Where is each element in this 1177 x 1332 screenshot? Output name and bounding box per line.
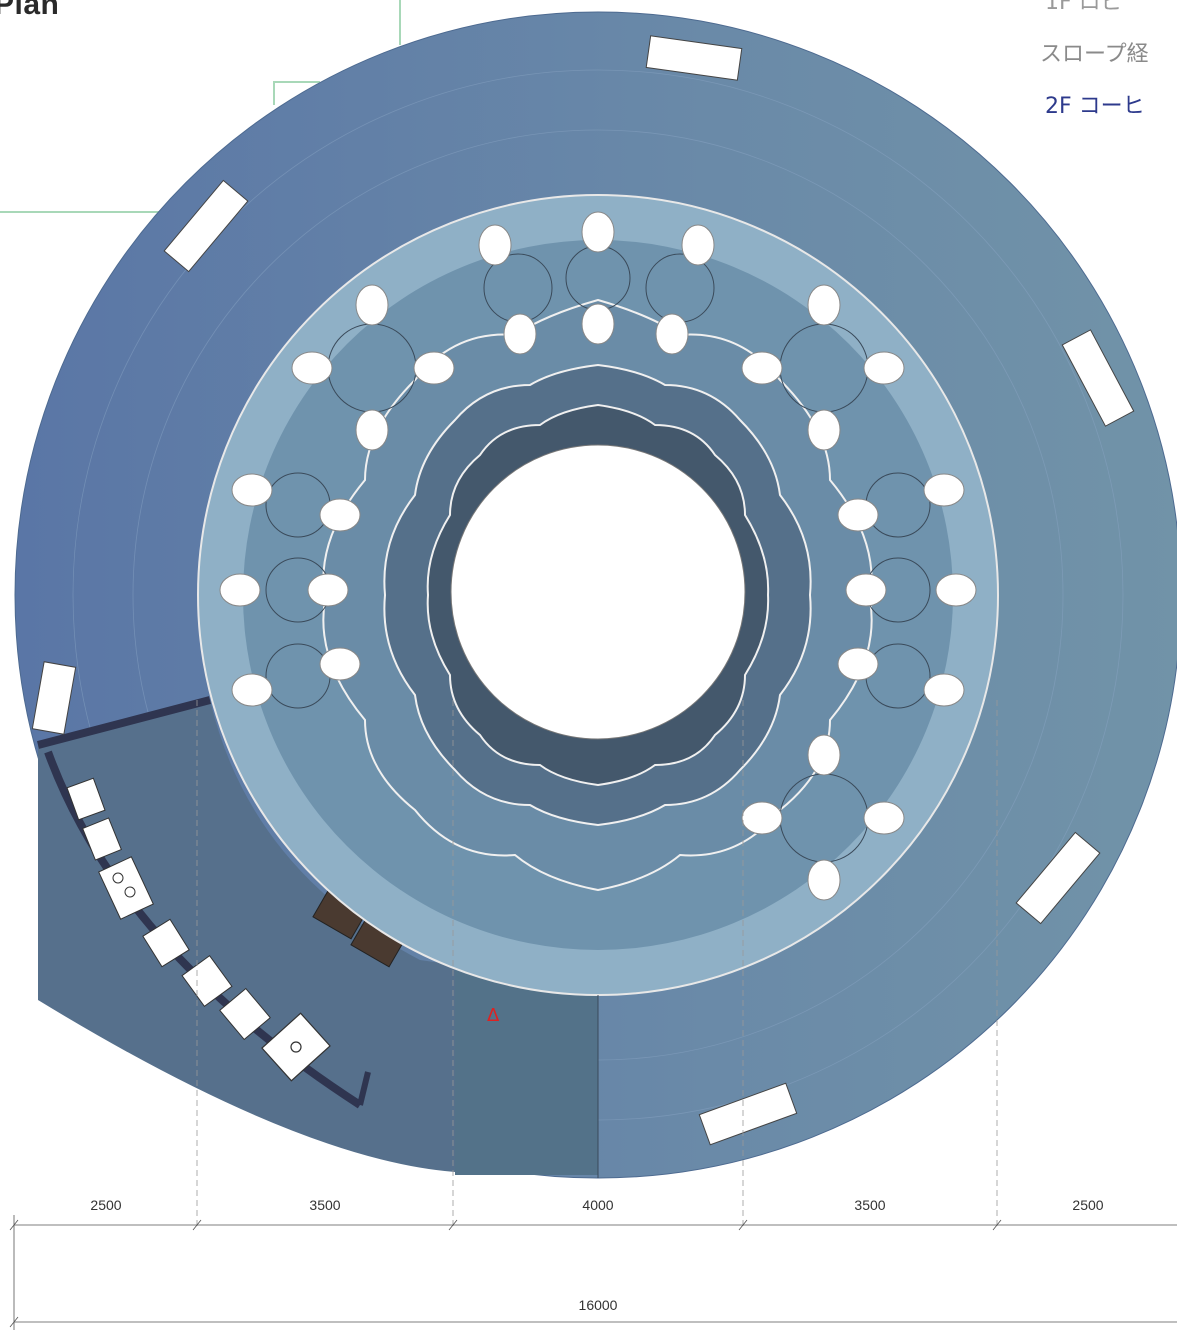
chair	[219, 573, 261, 607]
chair	[923, 473, 965, 507]
dimension-label: 4000	[582, 1197, 613, 1213]
chair	[837, 498, 879, 532]
sink-icon	[261, 1012, 331, 1082]
chair	[307, 573, 349, 607]
central-void	[450, 444, 746, 740]
chair	[807, 734, 841, 776]
chair	[478, 224, 512, 266]
dimension-guides	[196, 700, 998, 1230]
legend-line-3: 2F コーヒ	[1045, 94, 1145, 119]
bench	[1061, 329, 1135, 427]
dimension-lines	[9, 1215, 1177, 1330]
chair	[807, 409, 841, 451]
chair	[863, 351, 905, 385]
counter-unit	[66, 777, 271, 1041]
chair	[935, 573, 977, 607]
outer-benches	[31, 35, 1135, 1146]
chair	[581, 211, 615, 253]
chairs	[219, 211, 977, 901]
bench	[163, 179, 249, 273]
legend-line-1: 1F ロビ	[1045, 0, 1123, 15]
chair	[923, 673, 965, 707]
dimension-total-label: 16000	[579, 1297, 618, 1313]
plan-title: Plan	[0, 0, 60, 21]
chair	[807, 284, 841, 326]
chair	[319, 647, 361, 681]
chair	[741, 351, 783, 385]
site-guide-lines	[0, 0, 401, 213]
bench	[1015, 831, 1101, 925]
chair	[231, 473, 273, 507]
dimension-labels: 2500 3500 4000 3500 2500 16000	[90, 1197, 1103, 1313]
delta-marker: Δ	[487, 1005, 500, 1026]
kitchen-area	[36, 696, 598, 1175]
dimension-label: 2500	[1072, 1197, 1103, 1213]
chair	[837, 647, 879, 681]
dimension-label: 2500	[90, 1197, 121, 1213]
dimension-label: 3500	[854, 1197, 885, 1213]
chair	[863, 801, 905, 835]
stove-icon	[98, 856, 154, 920]
bench	[698, 1082, 798, 1146]
bench	[645, 35, 743, 81]
chair	[413, 351, 455, 385]
chair	[291, 351, 333, 385]
chair	[807, 859, 841, 901]
chair	[503, 313, 537, 355]
chair	[655, 313, 689, 355]
chair	[681, 224, 715, 266]
bench	[31, 661, 77, 735]
chair	[355, 409, 389, 451]
chair	[319, 498, 361, 532]
legend-line-2: スロープ経	[1040, 42, 1149, 67]
chair	[231, 673, 273, 707]
kitchen-appliances	[66, 777, 406, 1082]
dimension-label: 3500	[309, 1197, 340, 1213]
chair	[845, 573, 887, 607]
chair	[355, 284, 389, 326]
chair	[581, 303, 615, 345]
chair	[741, 801, 783, 835]
